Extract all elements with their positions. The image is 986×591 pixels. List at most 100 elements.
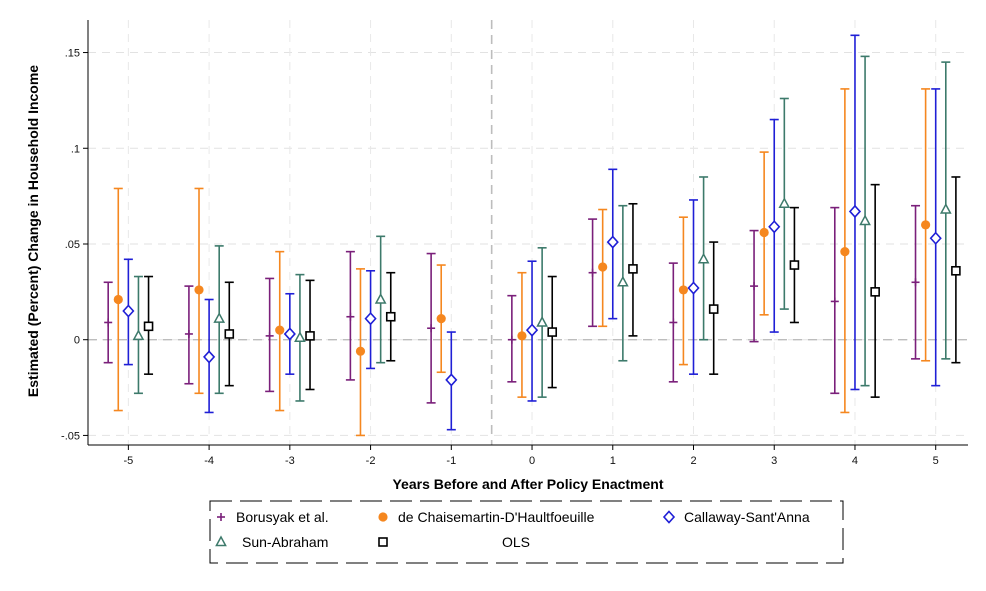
data-point <box>445 331 458 431</box>
y-tick-label: 0 <box>74 335 80 347</box>
series-ols <box>143 176 961 398</box>
point-marker <box>921 220 931 230</box>
point-marker <box>789 260 800 270</box>
point-marker <box>265 331 274 340</box>
data-point <box>132 275 145 395</box>
legend-item: OLS <box>378 534 530 550</box>
point-marker <box>364 311 377 326</box>
data-point <box>911 204 921 360</box>
legend-label: OLS <box>502 534 530 550</box>
x-tick-label: 2 <box>690 455 696 467</box>
data-point <box>628 202 638 337</box>
point-marker <box>283 327 296 341</box>
point-marker <box>840 247 850 257</box>
data-point <box>759 151 769 316</box>
x-tick-label: -5 <box>123 455 133 467</box>
data-point <box>687 199 700 375</box>
series-sun-abraham <box>132 55 952 402</box>
data-point <box>678 216 689 366</box>
point-marker <box>346 312 355 321</box>
series-layer <box>103 34 961 437</box>
data-point <box>224 281 235 387</box>
legend-items: Borusyak et al. de Chaisemartin-D'Haultfo… <box>215 509 810 550</box>
legend-item: de Chaisemartin-D'Haultfoeuille <box>378 509 595 525</box>
point-marker <box>184 329 193 338</box>
point-marker <box>678 285 689 295</box>
data-point <box>113 187 123 412</box>
point-marker <box>598 262 608 272</box>
legend-marker <box>662 510 676 524</box>
legend-marker <box>378 537 388 547</box>
data-point <box>294 273 306 402</box>
x-tick-label: -2 <box>366 455 376 467</box>
point-marker <box>517 331 527 341</box>
data-point <box>203 298 216 414</box>
legend-item: Sun-Abraham <box>215 534 328 550</box>
data-point <box>789 206 800 324</box>
legend-label: Callaway-Sant'Anna <box>684 509 810 525</box>
data-point <box>184 285 194 385</box>
data-point <box>507 294 517 383</box>
legend: Borusyak et al. de Chaisemartin-D'Haultfo… <box>209 500 844 564</box>
data-point <box>951 176 961 364</box>
point-marker <box>294 331 306 343</box>
data-point <box>606 168 619 320</box>
data-point <box>436 264 446 374</box>
x-tick-label: -4 <box>204 455 214 467</box>
point-marker <box>708 304 719 314</box>
data-point <box>929 88 942 387</box>
data-point <box>517 271 527 398</box>
data-point <box>345 250 355 381</box>
x-tick-label: 5 <box>933 455 939 467</box>
x-tick-label: 4 <box>852 455 858 467</box>
legend-item: Callaway-Sant'Anna <box>662 509 810 525</box>
data-point <box>283 292 296 375</box>
x-tick-label: 0 <box>529 455 535 467</box>
data-point <box>355 268 366 437</box>
data-point <box>275 250 285 412</box>
legend-marker <box>215 535 227 547</box>
y-tick-label: .1 <box>71 143 80 155</box>
data-point <box>103 281 113 364</box>
point-marker <box>525 323 539 337</box>
data-point <box>364 269 377 370</box>
x-tick-label: -3 <box>285 455 295 467</box>
point-marker <box>536 315 548 327</box>
point-marker <box>870 287 880 297</box>
legend-label: de Chaisemartin-D'Haultfoeuille <box>398 509 595 525</box>
point-marker <box>951 265 961 276</box>
y-tick-label: .15 <box>65 48 80 60</box>
axes-layer <box>87 20 968 446</box>
point-marker <box>939 202 952 214</box>
point-marker <box>617 275 629 287</box>
point-marker <box>759 227 769 238</box>
point-marker <box>547 327 558 337</box>
legend-label: Borusyak et al. <box>236 509 329 525</box>
point-marker <box>628 264 638 274</box>
x-axis-title: Years Before and After Policy Enactment <box>392 476 663 492</box>
data-point <box>830 206 840 395</box>
point-marker <box>848 204 862 219</box>
data-point <box>525 260 539 402</box>
point-marker <box>588 268 597 277</box>
legend-frame <box>209 500 844 564</box>
point-marker <box>122 304 135 318</box>
point-marker <box>768 220 781 234</box>
data-point <box>859 55 871 387</box>
point-marker <box>355 346 366 356</box>
data-point <box>588 218 598 328</box>
x-tick-label: 3 <box>771 455 777 467</box>
y-tick-label: .05 <box>65 239 80 251</box>
point-marker <box>305 331 315 341</box>
point-marker <box>669 318 678 327</box>
data-point <box>848 34 862 391</box>
point-marker <box>606 235 619 249</box>
x-tick-label: 1 <box>610 455 616 467</box>
point-marker <box>697 252 710 264</box>
point-marker <box>859 214 871 226</box>
data-point <box>374 235 387 364</box>
point-marker <box>275 325 285 335</box>
legend-marker <box>378 512 388 522</box>
